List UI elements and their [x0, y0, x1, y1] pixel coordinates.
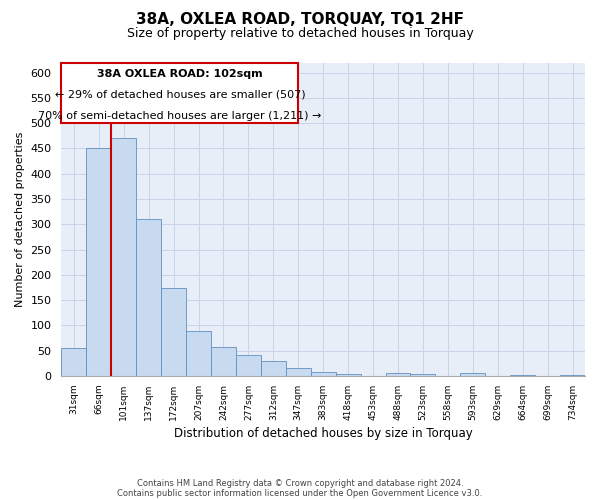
Text: ← 29% of detached houses are smaller (507): ← 29% of detached houses are smaller (50… — [55, 89, 305, 99]
FancyBboxPatch shape — [61, 62, 298, 123]
Y-axis label: Number of detached properties: Number of detached properties — [15, 132, 25, 307]
Bar — [86, 148, 111, 376]
Text: Contains public sector information licensed under the Open Government Licence v3: Contains public sector information licen… — [118, 488, 482, 498]
Bar — [335, 374, 361, 376]
Text: 38A, OXLEA ROAD, TORQUAY, TQ1 2HF: 38A, OXLEA ROAD, TORQUAY, TQ1 2HF — [136, 12, 464, 28]
Bar — [186, 330, 211, 376]
Text: 38A OXLEA ROAD: 102sqm: 38A OXLEA ROAD: 102sqm — [97, 69, 263, 79]
Bar — [161, 288, 186, 376]
Bar — [560, 374, 585, 376]
Bar — [236, 355, 261, 376]
Bar — [286, 368, 311, 376]
Text: Contains HM Land Registry data © Crown copyright and database right 2024.: Contains HM Land Registry data © Crown c… — [137, 478, 463, 488]
Bar — [460, 372, 485, 376]
Bar — [261, 361, 286, 376]
Text: Size of property relative to detached houses in Torquay: Size of property relative to detached ho… — [127, 28, 473, 40]
Bar — [386, 372, 410, 376]
Bar — [311, 372, 335, 376]
Bar — [211, 346, 236, 376]
Text: 70% of semi-detached houses are larger (1,211) →: 70% of semi-detached houses are larger (… — [38, 111, 322, 121]
Bar — [510, 374, 535, 376]
Bar — [410, 374, 436, 376]
Bar — [136, 220, 161, 376]
Bar — [61, 348, 86, 376]
Bar — [111, 138, 136, 376]
X-axis label: Distribution of detached houses by size in Torquay: Distribution of detached houses by size … — [174, 427, 473, 440]
